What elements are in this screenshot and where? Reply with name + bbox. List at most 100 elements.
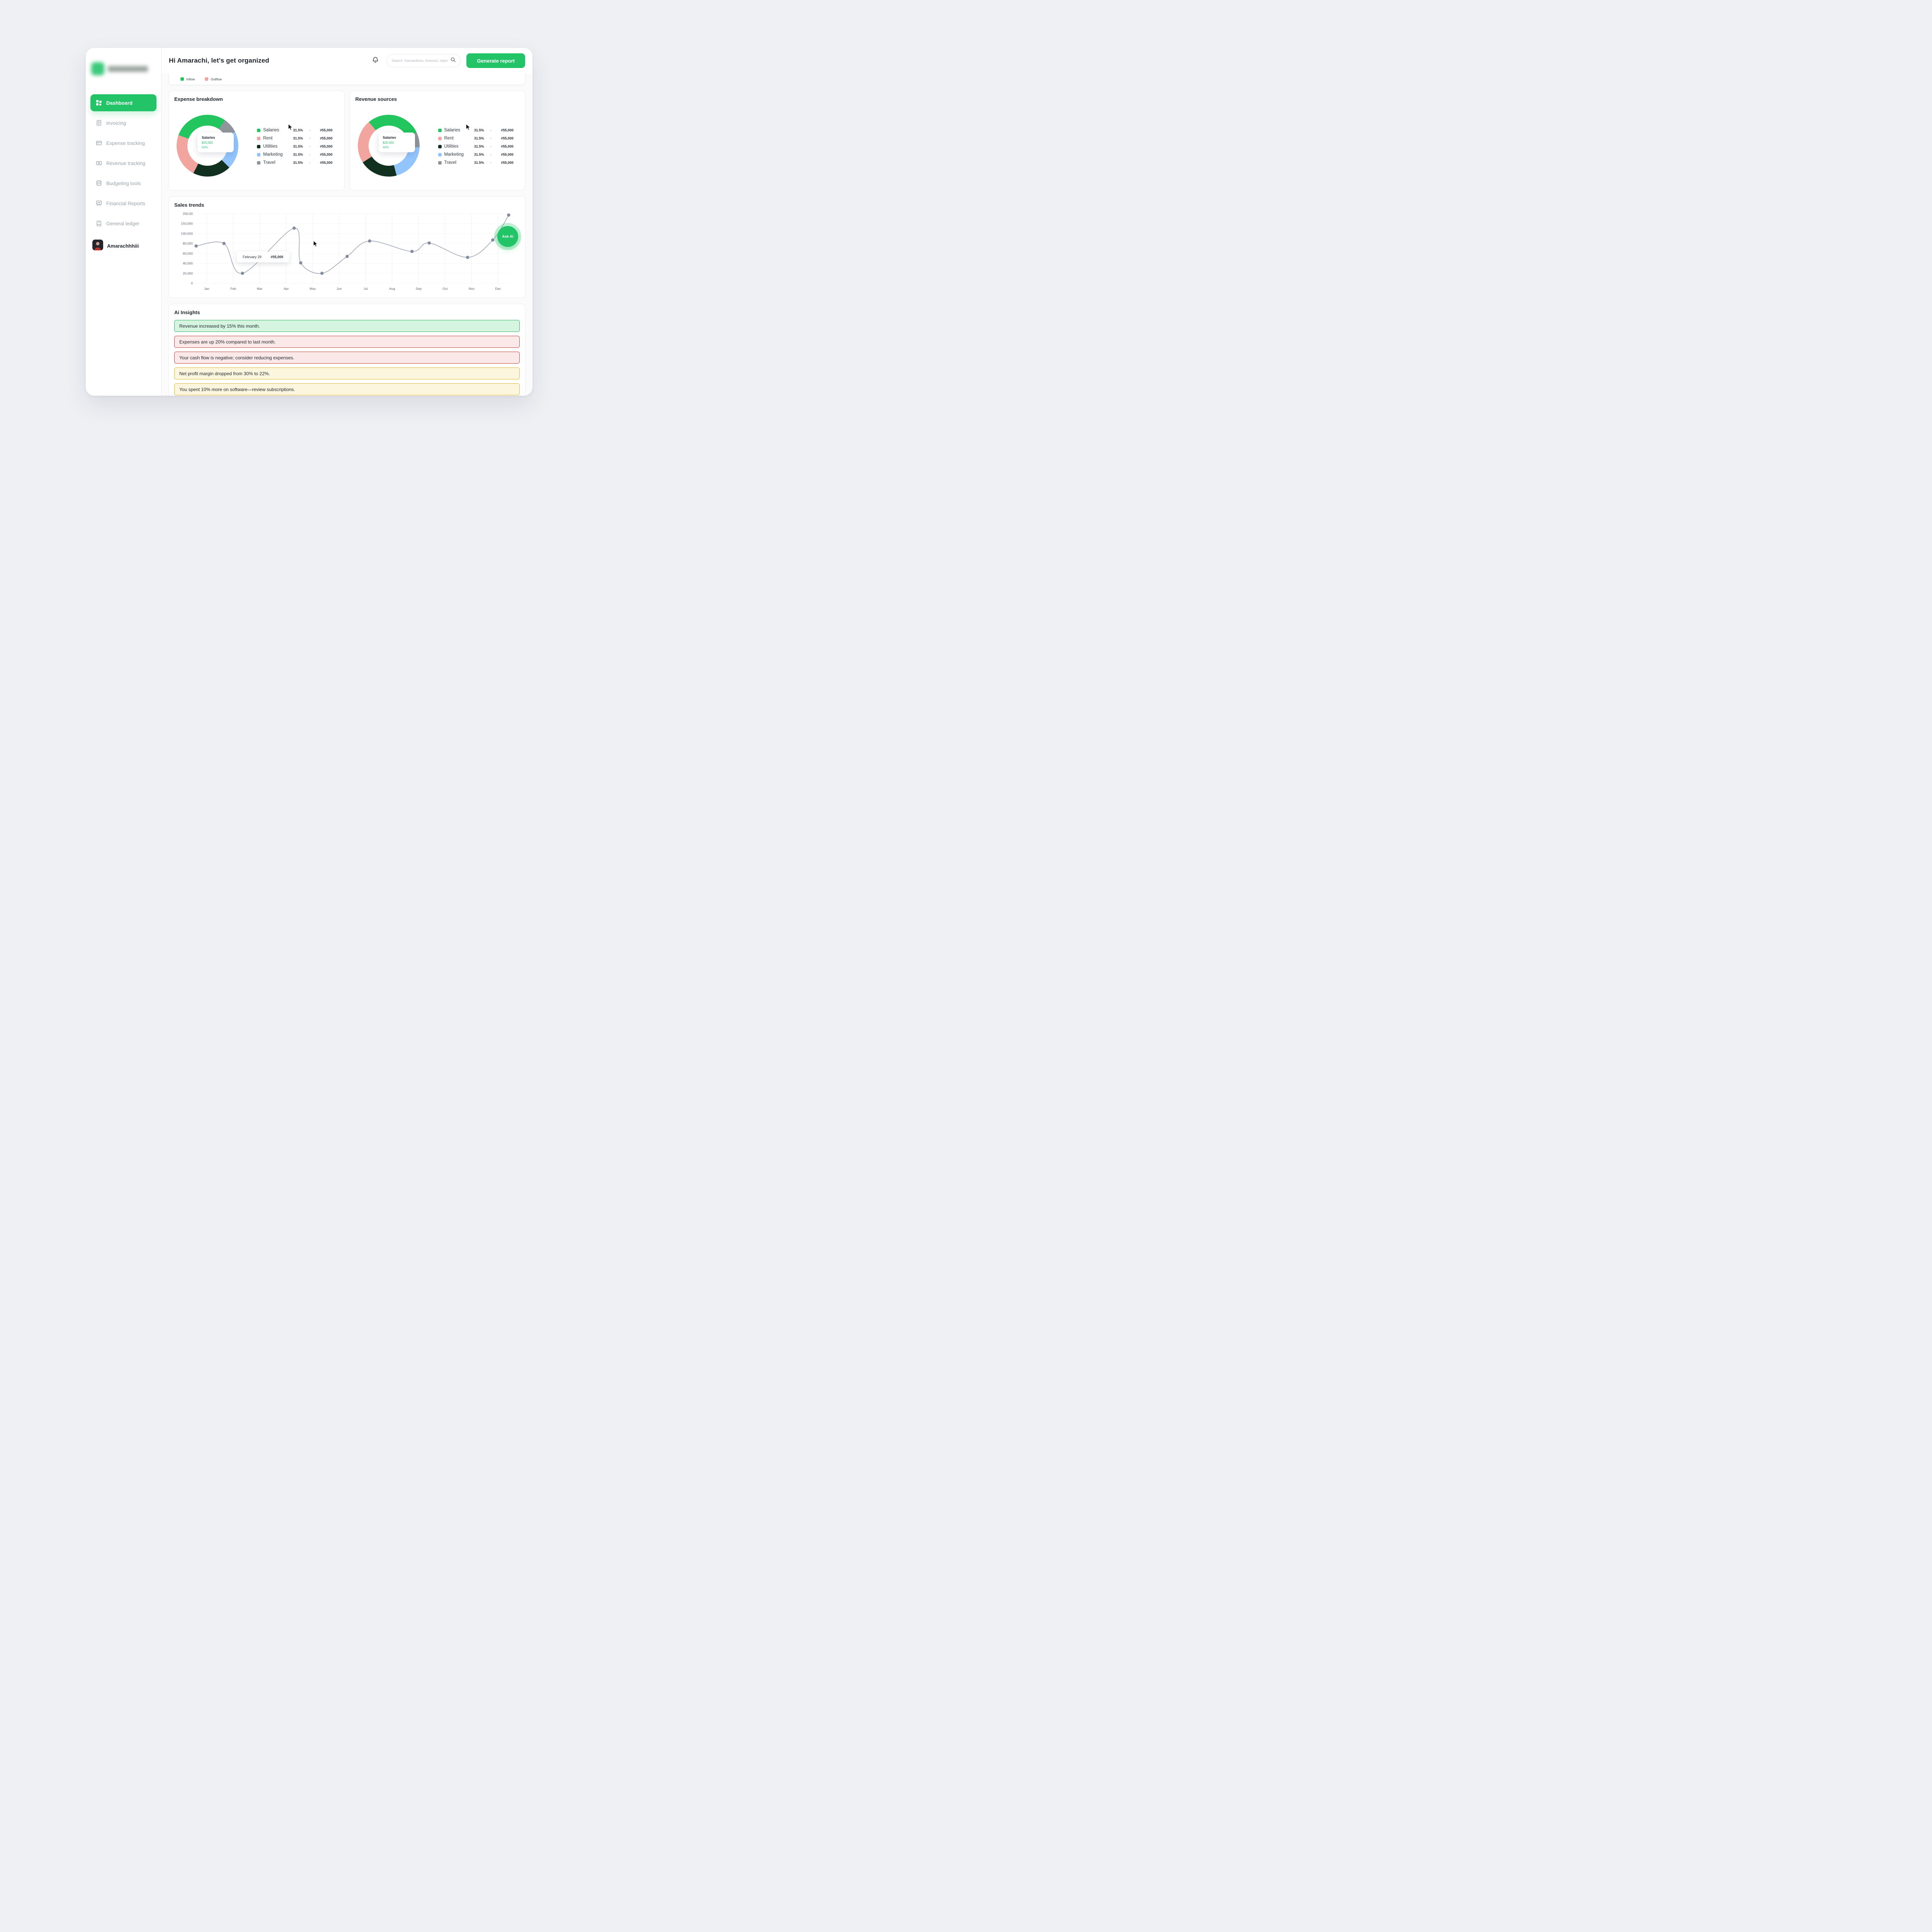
sidebar-item-label: Financial Reports <box>106 200 146 206</box>
app-logo <box>91 60 156 77</box>
legend-amount: #55,000 <box>501 145 514 148</box>
sidebar-item-label: General ledger <box>106 220 139 226</box>
card-title: Revenue sources <box>355 96 397 102</box>
legend-dash: - <box>309 153 310 156</box>
legend-pct: 31.5% <box>474 153 484 156</box>
legend-swatch <box>257 136 260 140</box>
legend-label: Salaries <box>444 128 461 133</box>
logo-wordmark-blurred <box>108 66 148 72</box>
legend-row-marketing: Marketing 31.5% - #55,000 <box>438 152 514 157</box>
legend-dash: - <box>309 128 310 132</box>
revenue-donut-tooltip: Salaries $20,000 40% <box>378 133 415 152</box>
svg-text:100,000: 100,000 <box>181 231 193 235</box>
generate-report-button[interactable]: Generate report <box>466 53 525 68</box>
legend-pct: 31.5% <box>293 161 303 165</box>
card-title: Ai Insights <box>174 310 200 315</box>
legend-label: Travel <box>444 160 457 165</box>
legend-swatch <box>438 145 442 148</box>
legend-swatch <box>438 161 442 165</box>
main-area: Hi Amarachi, let's get organized Generat… <box>162 48 532 396</box>
legend-pct: 31.5% <box>293 145 303 148</box>
search-icon <box>451 57 456 64</box>
svg-text:Apr: Apr <box>284 287 289 291</box>
card-title: Sales trends <box>174 202 204 208</box>
sidebar-item-dashboard[interactable]: Dashboard <box>90 94 156 111</box>
legend-row-travel: Travel 31.5% - #55,000 <box>257 160 333 165</box>
legend-row-travel: Travel 31.5% - #55,000 <box>438 160 514 165</box>
svg-text:20,000: 20,000 <box>183 271 193 275</box>
expense-donut-wrap: Salaries $20,000 40% <box>177 115 238 177</box>
notifications-button[interactable] <box>370 55 381 66</box>
tooltip-pct: 40% <box>202 146 208 149</box>
svg-text:Aug: Aug <box>389 287 395 291</box>
budgeting-tools-icon <box>95 180 102 186</box>
card-title: Expense breakdown <box>174 96 223 102</box>
legend-amount: #55,000 <box>320 161 333 165</box>
svg-text:Jul: Jul <box>364 287 368 291</box>
insight-row: Net profit margin dropped from 30% to 22… <box>174 367 520 379</box>
legend-swatch <box>438 153 442 156</box>
legend-swatch <box>257 145 260 148</box>
legend-row-rent: Rent 31.5% - #55,000 <box>257 136 333 141</box>
legend-dash: - <box>490 161 492 165</box>
legend-swatch <box>257 161 260 165</box>
svg-text:0: 0 <box>191 281 193 285</box>
financial-reports-icon <box>95 200 102 206</box>
sidebar-item-financial-reports[interactable]: Financial Reports <box>90 195 156 212</box>
dashboard-icon <box>95 100 102 106</box>
legend-pct: 31.5% <box>293 128 303 132</box>
tooltip-value: $20,000 <box>202 141 213 145</box>
legend-row-salaries: Salaries 31.5% - #55,000 <box>257 128 333 133</box>
user-name: Amarachhhiii <box>107 243 139 249</box>
legend-label: Marketing <box>444 152 464 157</box>
expense-breakdown-card: Expense breakdown Salaries $20,000 40% S… <box>168 90 345 190</box>
insight-row: You spent 10% more on software—review su… <box>174 383 520 395</box>
ask-ai-button[interactable]: Ask AI <box>497 226 518 247</box>
search-box <box>386 54 461 67</box>
svg-text:80,000: 80,000 <box>183 242 193 245</box>
legend-amount: #55,000 <box>320 145 333 148</box>
user-profile[interactable]: Amarachhhiii <box>90 240 156 252</box>
legend-label: Travel <box>263 160 276 165</box>
svg-text:150,000: 150,000 <box>181 222 193 226</box>
sidebar-item-expense-tracking[interactable]: Expense tracking <box>90 134 156 151</box>
svg-text:Nov: Nov <box>469 287 475 291</box>
sidebar-item-invoicing[interactable]: Invoicing <box>90 114 156 131</box>
legend-amount: #55,000 <box>501 153 514 156</box>
revenue-donut-wrap: Salaries $20,000 40% <box>357 115 420 177</box>
tooltip-date: February 29 <box>243 255 262 259</box>
page-title: Hi Amarachi, let's get organized <box>169 57 269 64</box>
svg-text:Oct: Oct <box>442 287 448 291</box>
legend-dash: - <box>490 153 492 156</box>
legend-dash: - <box>490 136 492 140</box>
tooltip-label: Salaries <box>383 136 396 139</box>
legend-row-salaries: Salaries 31.5% - #55,000 <box>438 128 514 133</box>
legend-row-rent: Rent 31.5% - #55,000 <box>438 136 514 141</box>
legend-swatch <box>257 128 260 132</box>
sidebar-item-revenue-tracking[interactable]: Revenue tracking <box>90 155 156 172</box>
revenue-tracking-icon <box>95 160 102 166</box>
tooltip-amount: #55,000 <box>270 255 284 259</box>
legend-label: Marketing <box>263 152 283 157</box>
bell-icon <box>372 56 379 65</box>
sidebar-item-label: Dashboard <box>106 100 133 106</box>
svg-text:Jun: Jun <box>337 287 342 291</box>
avatar <box>92 240 103 252</box>
inflow-legend-item: Inflow <box>180 77 195 81</box>
tooltip-value: $20,000 <box>383 141 394 145</box>
search-input[interactable] <box>391 59 448 63</box>
sidebar-item-label: Budgeting tools <box>106 180 141 186</box>
inflow-swatch <box>180 77 184 81</box>
sales-line-chart[interactable]: 0 20,000 40,000 60,000 80,000 100,000 150,000 2… <box>172 209 516 297</box>
legend-pct: 31.5% <box>474 136 484 140</box>
topbar: Hi Amarachi, let's get organized Generat… <box>162 48 532 73</box>
legend-dash: - <box>309 161 310 165</box>
svg-text:Feb: Feb <box>230 287 236 291</box>
insight-row: Expenses are up 20% compared to last mon… <box>174 336 520 348</box>
sidebar-item-general-ledger[interactable]: General ledger <box>90 215 156 232</box>
sidebar-item-budgeting-tools[interactable]: Budgeting tools <box>90 175 156 192</box>
logo-mark <box>91 62 104 75</box>
sidebar: Dashboard Invoicing Expense tracking Revenu… <box>86 48 162 396</box>
sales-trends-card: Sales trends 0 20,000 40,000 60,000 80,000 10… <box>168 196 526 298</box>
svg-text:May: May <box>310 287 316 291</box>
